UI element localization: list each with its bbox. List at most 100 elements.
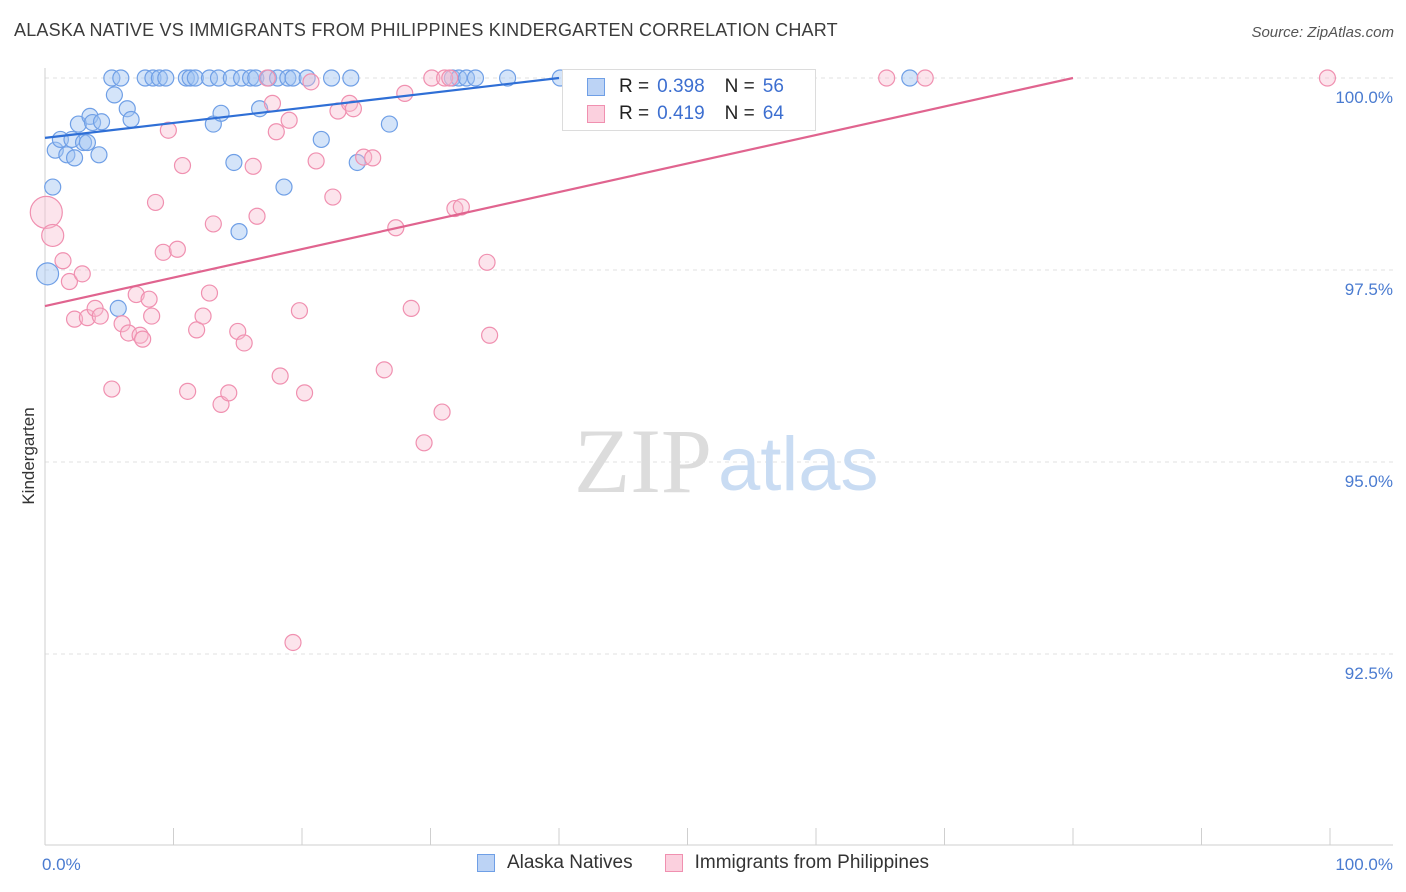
y-tick-label: 92.5% [1345,664,1393,683]
legend-swatch-immigrants-philippines [664,854,683,872]
alaska-point-18 [118,100,136,118]
philippines-trend-line [44,76,1074,308]
philippines-point-3 [60,272,79,291]
y-axis-title: Kindergarten [19,407,38,504]
philippines-point-63 [916,69,934,87]
philippines-point-54 [423,69,441,87]
philippines-point-41 [302,73,320,91]
philippines-point-32 [248,207,266,225]
philippines-point-49 [375,361,393,379]
watermark-atlas: atlas [718,422,879,507]
axes [44,68,1393,846]
alaska-point-22 [150,69,168,87]
philippines-point-39 [290,302,309,320]
philippines-point-18 [154,243,172,261]
alaska-point-16 [109,299,127,317]
correlation-legend: R = 0.398 N = 56 R = 0.419 N = 64 [562,69,816,131]
alaska-point-33 [230,223,248,241]
philippines-point-64 [1318,69,1337,87]
y-tick-label: 97.5% [1345,280,1393,299]
alaska-trend-line [44,76,560,139]
legend-item-alaska-natives[interactable]: Alaska Natives [476,852,633,874]
source-label: Source: ZipAtlas.com [1251,24,1394,41]
series-legend: Alaska Natives Immigrants from Philippin… [0,852,1406,874]
alaska-point-0 [35,262,60,286]
legend-swatch-alaska-natives [476,854,495,872]
legend-r-label: R = [619,103,650,124]
alaska-point-46 [342,69,360,87]
legend-label-immigrants-philippines: Immigrants from Philippines [694,852,930,873]
philippines-point-15 [140,290,158,308]
x-tick-labels: 0.0% 100.0% [42,855,1393,874]
legend-row-philippines: R = 0.419 N = 64 [587,102,784,126]
philippines-point-8 [91,307,109,325]
legend-r-value: 0.398 [657,76,705,97]
philippines-point-14 [134,330,152,348]
legend-n-value: 56 [762,76,784,97]
alaska-point-42 [284,69,302,87]
philippines-point-1 [41,223,65,248]
alaska-point-55 [901,69,919,87]
philippines-point-55 [433,403,451,421]
philippines-point-43 [324,188,342,206]
y-tick-labels: 100.0% 97.5% 95.0% 92.5% [1335,88,1393,683]
alaska-point-44 [312,130,330,149]
philippines-point-40 [295,384,314,402]
philippines-point-60 [478,253,496,271]
philippines-point-33 [258,69,276,87]
alaska-point-27 [200,69,219,87]
legend-item-immigrants-philippines[interactable]: Immigrants from Philippines [664,852,930,874]
data-points [29,69,1337,652]
alaska-point-14 [103,69,121,87]
philippines-point-26 [204,215,222,233]
philippines-point-5 [73,265,91,283]
legend-n-label: N = [724,76,755,97]
philippines-point-31 [244,157,262,175]
y-tick-label: 100.0% [1335,88,1393,107]
alaska-point-51 [457,69,476,87]
alaska-point-29 [209,69,228,87]
alaska-point-26 [186,69,204,87]
philippines-point-2 [54,252,72,270]
philippines-point-19 [159,121,177,139]
philippines-point-42 [307,152,325,170]
alaska-point-15 [105,86,123,104]
philippines-point-38 [284,633,302,652]
philippines-point-48 [364,149,382,167]
philippines-point-62 [878,69,896,87]
chart-title: ALASKA NATIVE VS IMMIGRANTS FROM PHILIPP… [14,20,838,40]
alaska-point-35 [242,69,260,87]
alaska-point-52 [466,69,485,87]
alaska-point-17 [112,69,130,87]
philippines-point-53 [415,434,433,452]
alaska-point-53 [499,69,517,87]
legend-n-label: N = [724,103,755,124]
alaska-point-11 [83,113,102,132]
philippines-point-46 [344,100,362,118]
philippines-point-4 [65,310,84,328]
alaska-point-1 [44,178,62,196]
philippines-point-36 [271,367,289,385]
philippines-point-47 [355,148,373,166]
alaska-point-41 [279,69,297,87]
alaska-point-40 [275,178,293,196]
philippines-point-17 [146,193,165,212]
philippines-point-35 [267,123,285,141]
philippines-point-0 [29,195,63,229]
alaska-point-19 [122,110,140,129]
alaska-point-13 [92,113,111,131]
legend-r-label: R = [619,76,650,97]
philippines-point-56 [436,69,454,87]
alaska-point-6 [65,149,84,167]
philippines-point-10 [113,315,131,333]
alaska-point-24 [177,69,195,87]
alaska-point-25 [181,69,199,87]
philippines-point-37 [280,111,298,129]
philippines-point-28 [220,384,238,402]
philippines-point-59 [452,198,470,216]
alaska-point-12 [90,146,108,164]
philippines-point-20 [168,240,186,258]
y-tick-label: 95.0% [1345,472,1393,491]
philippines-point-24 [194,307,212,325]
